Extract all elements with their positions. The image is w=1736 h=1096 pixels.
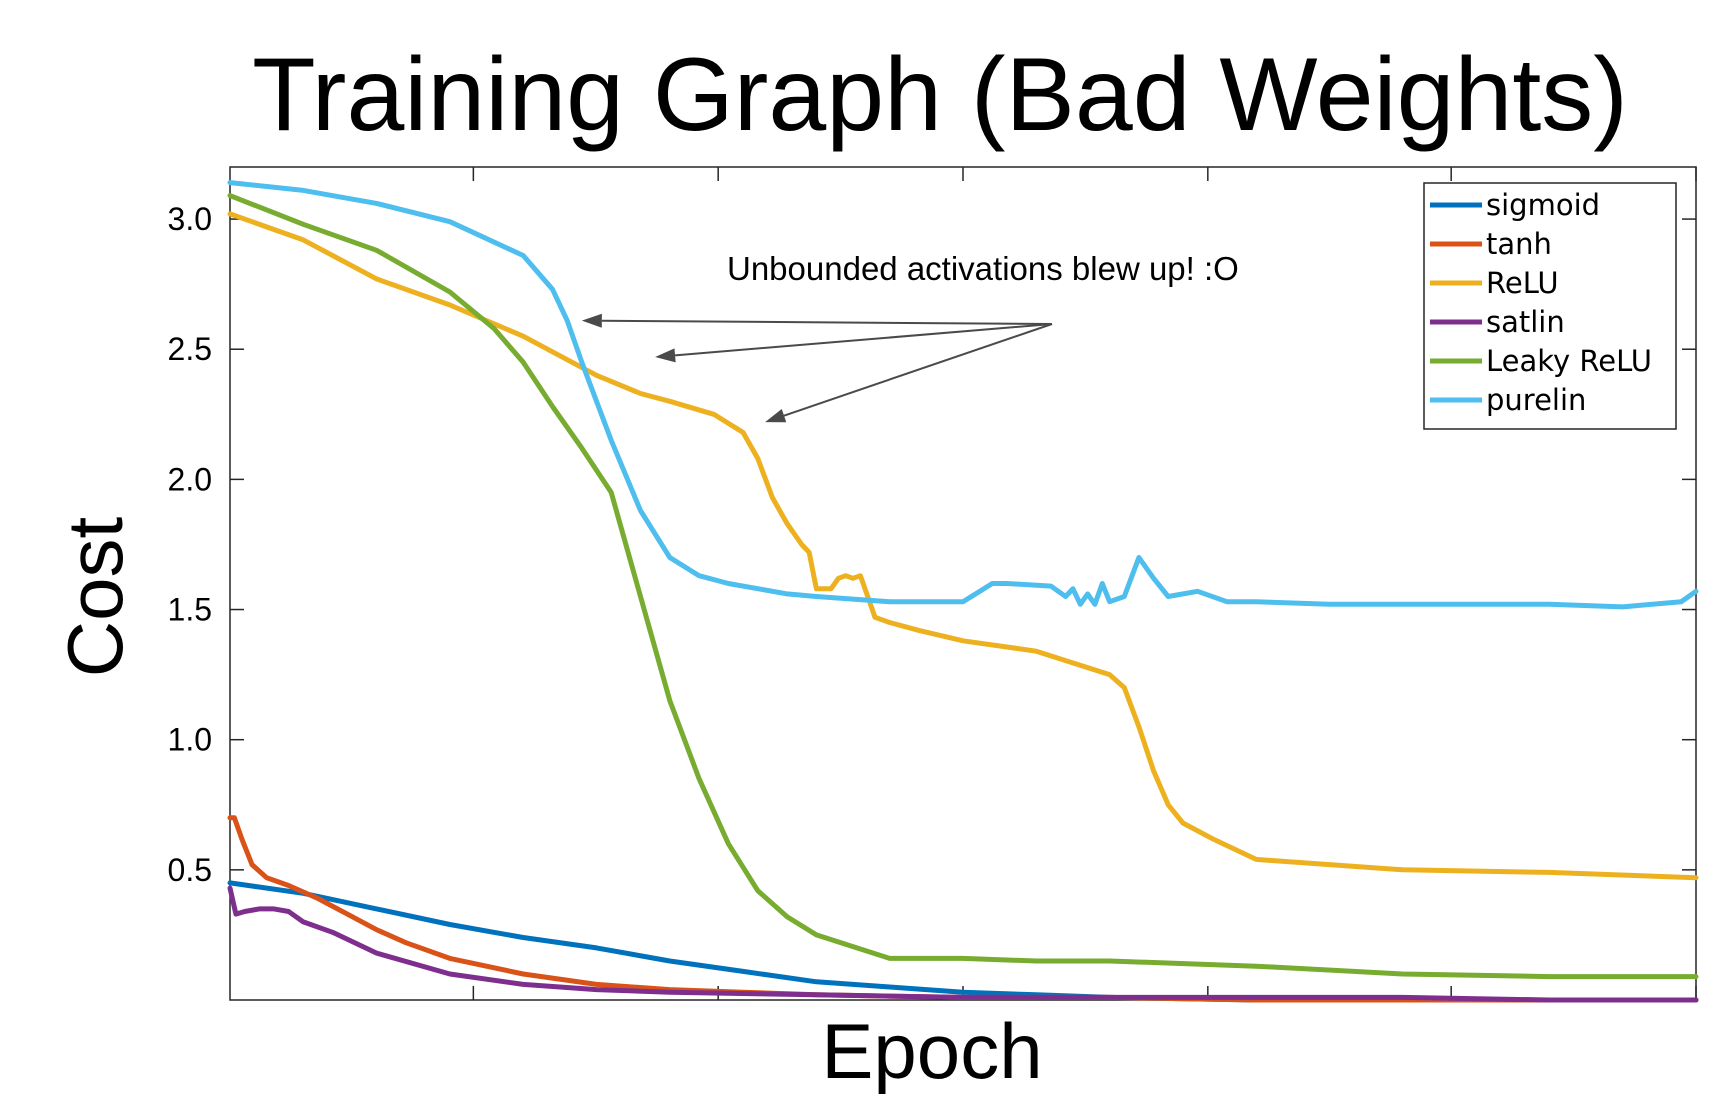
annotation-arrowhead: [655, 348, 676, 363]
series-line-leaky-relu: [227, 193, 1699, 980]
annotation-arrowhead: [765, 409, 787, 423]
series-line-purelin: [227, 180, 1699, 610]
legend-item: sigmoid: [1430, 188, 1600, 222]
legend-item: Leaky ReLU: [1430, 344, 1652, 378]
annotation: Unbounded activations blew up! :O: [581, 250, 1239, 423]
series-line-relu: [227, 211, 1699, 881]
legend-item: tanh: [1430, 227, 1552, 261]
legend-label: ReLU: [1486, 266, 1559, 300]
chart-title: Training Graph (Bad Weights): [252, 37, 1628, 153]
legend-label: tanh: [1486, 227, 1552, 261]
y-axis-label: Cost: [51, 516, 139, 677]
legend-item: satlin: [1430, 305, 1565, 339]
y-tick-label: 0.5: [168, 852, 212, 888]
series-line-satlin: [227, 885, 1699, 1003]
y-tick-label: 3.0: [168, 201, 212, 237]
legend: sigmoid tanh ReLU satlin Leaky ReLU purelin: [1423, 182, 1677, 430]
annotation-arrowhead: [581, 313, 602, 328]
legend-label: satlin: [1486, 305, 1565, 339]
y-tick-label: 1.0: [168, 722, 212, 758]
legend-box: [1423, 182, 1677, 430]
legend-item: purelin: [1430, 383, 1586, 417]
y-ticks: 0.5 1.0 1.5 2.0 2.5 3.0: [168, 201, 1696, 888]
legend-label: Leaky ReLU: [1486, 344, 1652, 378]
y-tick-label: 2.5: [168, 331, 212, 367]
y-tick-label: 2.0: [168, 461, 212, 497]
legend-label: purelin: [1486, 383, 1586, 417]
legend-label: sigmoid: [1486, 188, 1600, 222]
annotation-text: Unbounded activations blew up! :O: [727, 250, 1239, 287]
x-axis-label: Epoch: [821, 1007, 1042, 1095]
annotation-arrow: [783, 323, 1053, 417]
annotation-arrow: [674, 323, 1053, 357]
series-layer: [227, 180, 1699, 1003]
legend-item: ReLU: [1430, 266, 1559, 300]
annotation-arrow: [601, 319, 1053, 325]
y-tick-label: 1.5: [168, 592, 212, 628]
